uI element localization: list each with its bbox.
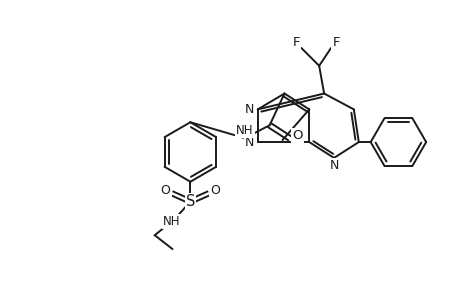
Text: N: N — [245, 136, 254, 148]
Text: S: S — [185, 194, 195, 209]
Text: N: N — [329, 159, 338, 172]
Text: O: O — [160, 184, 170, 197]
Text: NH: NH — [235, 124, 253, 137]
Text: O: O — [210, 184, 219, 197]
Text: N: N — [245, 103, 254, 116]
Text: O: O — [291, 129, 302, 142]
Text: NH: NH — [162, 215, 180, 228]
Text: F: F — [292, 37, 299, 50]
Text: F: F — [331, 37, 339, 50]
